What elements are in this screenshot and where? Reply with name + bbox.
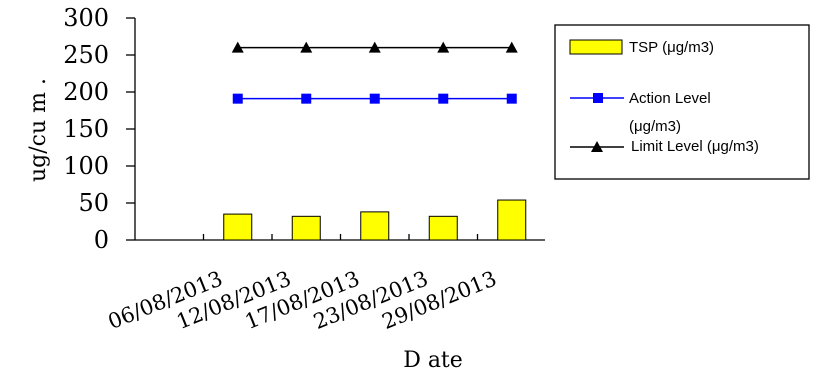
- x-axis-title: D ate: [403, 348, 463, 373]
- legend-label-tsp: TSP (μg/m3): [629, 39, 714, 56]
- y-tick-label: 150: [63, 115, 109, 143]
- legend-label-limit: Limit Level (μg/m3): [631, 138, 759, 155]
- y-axis-title: ug/cu m .: [26, 78, 51, 182]
- legend-label-action-2: (μg/m3): [629, 118, 681, 135]
- legend: TSP (μg/m3) Action Level (μg/m3) Limit L…: [554, 24, 810, 180]
- bar-tsp: [291, 215, 321, 241]
- legend-marker-action: [593, 93, 603, 103]
- action-level-point: [506, 93, 517, 104]
- limit-level-point: [437, 41, 450, 53]
- limit-level-point: [368, 41, 381, 53]
- action-level-point: [369, 93, 380, 104]
- y-tick-label: 50: [78, 189, 109, 217]
- bar-tsp: [428, 215, 458, 241]
- legend-label-action-1: Action Level: [629, 90, 711, 107]
- action-level-point: [301, 93, 312, 104]
- y-tick-label: 300: [63, 4, 109, 32]
- y-tick-label: 200: [63, 78, 109, 106]
- bar-tsp: [497, 199, 527, 241]
- legend-marker-limit: [591, 141, 603, 152]
- y-tick-label: 100: [63, 152, 109, 180]
- legend-swatch-tsp: [569, 39, 623, 55]
- bar-tsp: [223, 213, 253, 241]
- limit-level-point: [231, 41, 244, 53]
- plot-area: 05010015020025030006/08/201312/08/201317…: [63, 4, 545, 334]
- limit-level-point: [505, 41, 518, 53]
- bar-tsp: [360, 211, 390, 241]
- y-tick-label: 250: [63, 41, 109, 69]
- action-level-point: [438, 93, 449, 104]
- action-level-point: [232, 93, 243, 104]
- y-tick-label: 0: [94, 226, 109, 254]
- limit-level-point: [300, 41, 313, 53]
